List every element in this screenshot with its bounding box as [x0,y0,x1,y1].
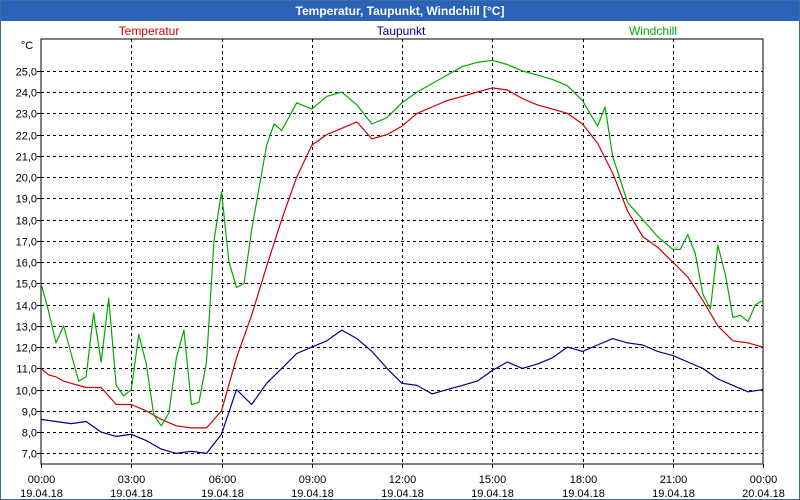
x-tick-date-label: 19.04.18 [562,488,605,499]
x-tick-date-label: 19.04.18 [20,488,63,499]
y-tick-label: 21,0 [16,152,37,164]
y-tick-label: 14,0 [16,301,37,313]
chart-title: Temperatur, Taupunkt, Windchill [°C] [295,4,505,18]
x-tick-date-label: 19.04.18 [291,488,334,499]
y-tick-label: 8,0 [22,428,37,440]
y-tick-label: 15,0 [16,279,37,291]
x-tick-time-label: 21:00 [660,474,688,486]
x-tick-date-label: 19.04.18 [381,488,424,499]
x-tick-time-label: 18:00 [570,474,598,486]
series-line-temperatur [40,87,764,429]
legend-entry-temperatur: Temperatur [119,24,180,38]
x-tick-time-label: 00:00 [28,474,56,486]
x-tick-date-label: 19.04.18 [201,488,244,499]
y-tick-label: 9,0 [22,407,37,419]
y-tick-label: 23,0 [16,109,37,121]
line-chart: 7,0 8,0 9,0 10,0 11,0 12,0 13,0 14,0 15,0 16,0 17,… [16,24,785,499]
x-tick-date-label: 20.04.18 [742,488,785,499]
x-tick-time-label: 03:00 [118,474,146,486]
x-tick-date-label: 19.04.18 [652,488,695,499]
x-tick-time-label: 09:00 [299,474,327,486]
x-tick-time-label: 15:00 [479,474,507,486]
y-tick-label: 16,0 [16,258,37,270]
y-tick-label: 18,0 [16,216,37,228]
y-tick-label: 7,0 [22,449,37,461]
y-tick-label: 10,0 [16,386,37,398]
y-tick-label: 12,0 [16,343,37,355]
y-tick-label: 25,0 [16,67,37,79]
legend-entry-taupunkt: Taupunkt [377,24,426,38]
legend-entry-windchill: Windchill [629,24,677,38]
series-line-taupunkt [40,329,764,454]
x-tick-time-label: 12:00 [389,474,417,486]
x-tick-date-label: 19.04.18 [471,488,514,499]
x-tick-time-label: 06:00 [209,474,237,486]
series-line-windchill [40,59,764,427]
y-tick-label: 20,0 [16,173,37,185]
y-tick-label: 24,0 [16,88,37,100]
x-tick-time-label: 00:00 [750,474,778,486]
y-tick-label: 13,0 [16,322,37,334]
y-tick-label: 19,0 [16,194,37,206]
y-tick-label: 17,0 [16,237,37,249]
chart-title-bar: Temperatur, Taupunkt, Windchill [°C] [1,1,799,21]
y-axis-label: °C [21,40,33,52]
y-tick-label: 22,0 [16,131,37,143]
x-tick-date-label: 19.04.18 [110,488,153,499]
y-tick-label: 11,0 [16,364,37,376]
